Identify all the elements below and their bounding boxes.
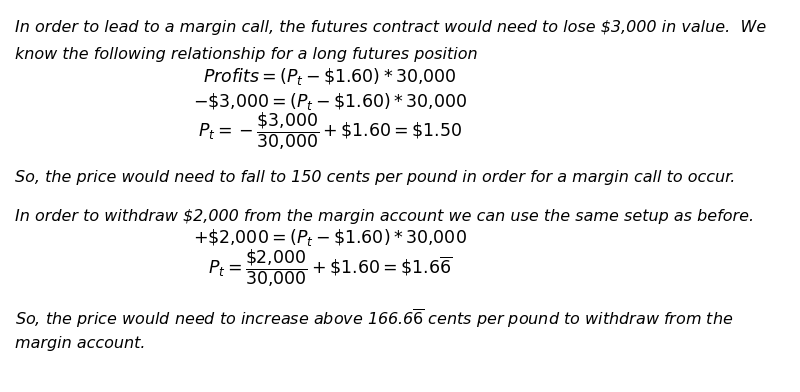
Text: margin account.: margin account. <box>15 336 146 351</box>
Text: $\mathit{Profits} = (P_t - \$1.60) * 30{,}000$: $\mathit{Profits} = (P_t - \$1.60) * 30{… <box>203 66 458 87</box>
Text: In order to lead to a margin call, the futures contract would need to lose $3,00: In order to lead to a margin call, the f… <box>15 20 766 35</box>
Text: $P_t = -\dfrac{\$3{,}000}{30{,}000} + \$1.60 = \$1.50$: $P_t = -\dfrac{\$3{,}000}{30{,}000} + \$… <box>198 110 462 152</box>
Text: know the following relationship for a long futures position: know the following relationship for a lo… <box>15 47 478 62</box>
Text: So, the price would need to fall to 150 cents per pound in order for a margin ca: So, the price would need to fall to 150 … <box>15 169 736 185</box>
Text: $P_t = \dfrac{\$2{,}000}{30{,}000} + \$1.60 = \$1.6\overline{6}$: $P_t = \dfrac{\$2{,}000}{30{,}000} + \$1… <box>208 248 453 289</box>
Text: In order to withdraw $2,000 from the margin account we can use the same setup as: In order to withdraw $2,000 from the mar… <box>15 209 754 224</box>
Text: $+\$2{,}000 = (P_t - \$1.60) * 30{,}000$: $+\$2{,}000 = (P_t - \$1.60) * 30{,}000$ <box>194 227 467 248</box>
Text: So, the price would need to increase above 166.6$\overline{6}$ cents per pound t: So, the price would need to increase abo… <box>15 308 734 330</box>
Text: $-\$3{,}000 = (P_t - \$1.60) * 30{,}000$: $-\$3{,}000 = (P_t - \$1.60) * 30{,}000$ <box>194 91 467 112</box>
